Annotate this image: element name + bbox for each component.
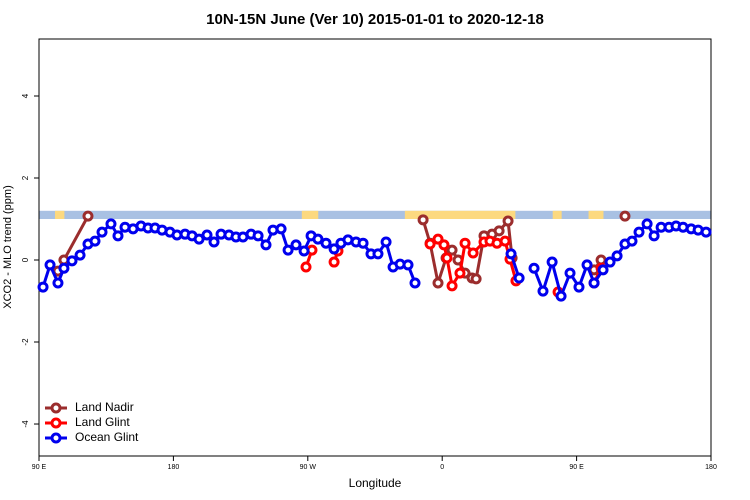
point: [470, 273, 482, 285]
x-tick-label: 90 E: [32, 464, 47, 471]
point: [44, 259, 56, 271]
point: [328, 256, 340, 268]
point: [208, 236, 220, 248]
point: [505, 248, 517, 260]
point: [633, 226, 645, 238]
point: [66, 255, 78, 267]
point: [588, 277, 600, 289]
point: [611, 250, 623, 262]
point: [96, 226, 108, 238]
point: [328, 243, 340, 255]
point: [700, 226, 712, 238]
point: [74, 249, 86, 261]
x-axis-label: Longitude: [349, 476, 402, 490]
x-tick-label: 180: [168, 464, 180, 471]
legend-marker: [50, 402, 62, 414]
point: [454, 267, 466, 279]
chart-title: 10N-15N June (Ver 10) 2015-01-01 to 2020…: [206, 11, 544, 28]
point: [446, 244, 458, 256]
point: [502, 215, 514, 227]
point: [513, 272, 525, 284]
land-band: [552, 210, 562, 220]
y-tick-label: 2: [21, 175, 30, 180]
legend-label: Land Glint: [75, 415, 130, 429]
point: [298, 245, 310, 257]
band: [39, 210, 711, 220]
point: [282, 244, 294, 256]
point: [312, 233, 324, 245]
point: [573, 281, 585, 293]
point: [290, 239, 302, 251]
land-band: [404, 210, 516, 220]
point: [372, 248, 384, 260]
point: [555, 290, 567, 302]
series-line: [304, 237, 603, 290]
legend-label: Ocean Glint: [75, 430, 139, 444]
x-tick-label: 180: [705, 464, 717, 471]
point: [402, 259, 414, 271]
x-tick-label: 90 E: [569, 464, 584, 471]
point: [537, 285, 549, 297]
y-axis-label: XCO2 - MLO trend (ppm): [2, 185, 14, 308]
y-tick-label: -2: [21, 338, 30, 346]
point: [441, 252, 453, 264]
point: [89, 235, 101, 247]
point: [357, 237, 369, 249]
point: [201, 229, 213, 241]
land-band: [588, 210, 604, 220]
point: [300, 261, 312, 273]
plot-frame: [38, 38, 712, 457]
legend-marker: [50, 432, 62, 444]
point: [252, 230, 264, 242]
point: [105, 218, 117, 230]
point: [52, 277, 64, 289]
point: [648, 230, 660, 242]
x-tick-label: 90 W: [300, 464, 317, 471]
point: [82, 210, 94, 222]
x-tick-label: 0: [440, 464, 444, 471]
point: [112, 230, 124, 242]
point: [432, 277, 444, 289]
point: [320, 237, 332, 249]
land-band: [301, 210, 319, 220]
point: [424, 238, 436, 250]
point: [193, 233, 205, 245]
point: [467, 247, 479, 259]
point: [493, 225, 505, 237]
y-tick-label: -4: [21, 420, 30, 428]
point: [528, 262, 540, 274]
point: [438, 239, 450, 251]
legend-label: Land Nadir: [75, 400, 134, 414]
y-tick-label: 4: [21, 93, 30, 98]
point: [58, 262, 70, 274]
point: [409, 277, 421, 289]
point: [446, 280, 458, 292]
legend-marker: [50, 417, 62, 429]
point: [380, 236, 392, 248]
point: [604, 256, 616, 268]
point: [619, 210, 631, 222]
point: [275, 223, 287, 235]
point: [417, 214, 429, 226]
point: [597, 264, 609, 276]
point: [546, 256, 558, 268]
point: [641, 218, 653, 230]
point: [499, 235, 511, 247]
point: [459, 237, 471, 249]
point: [626, 235, 638, 247]
point: [37, 281, 49, 293]
land-band: [54, 210, 65, 220]
point: [260, 239, 272, 251]
point: [564, 267, 576, 279]
point: [581, 259, 593, 271]
y-tick-label: 0: [21, 257, 30, 262]
